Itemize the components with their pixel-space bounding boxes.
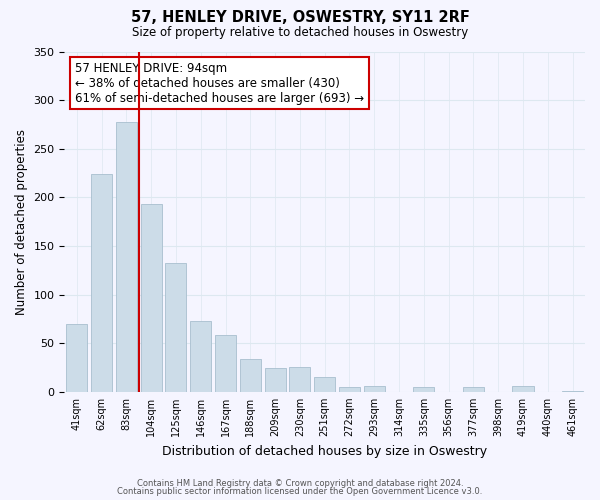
Y-axis label: Number of detached properties: Number of detached properties [15,128,28,314]
Text: 57 HENLEY DRIVE: 94sqm
← 38% of detached houses are smaller (430)
61% of semi-de: 57 HENLEY DRIVE: 94sqm ← 38% of detached… [75,62,364,104]
X-axis label: Distribution of detached houses by size in Oswestry: Distribution of detached houses by size … [162,444,487,458]
Bar [314,377,335,392]
Bar [66,324,88,392]
Bar [512,386,533,392]
Bar [166,264,187,392]
Bar [190,321,211,392]
Bar [215,336,236,392]
Text: Size of property relative to detached houses in Oswestry: Size of property relative to detached ho… [132,26,468,39]
Bar [240,358,261,392]
Bar [463,387,484,392]
Bar [116,122,137,392]
Bar [562,391,583,392]
Text: Contains HM Land Registry data © Crown copyright and database right 2024.: Contains HM Land Registry data © Crown c… [137,478,463,488]
Text: 57, HENLEY DRIVE, OSWESTRY, SY11 2RF: 57, HENLEY DRIVE, OSWESTRY, SY11 2RF [131,10,469,25]
Bar [91,174,112,392]
Bar [339,387,360,392]
Bar [289,368,310,392]
Bar [140,204,162,392]
Bar [413,387,434,392]
Bar [265,368,286,392]
Text: Contains public sector information licensed under the Open Government Licence v3: Contains public sector information licen… [118,487,482,496]
Bar [364,386,385,392]
